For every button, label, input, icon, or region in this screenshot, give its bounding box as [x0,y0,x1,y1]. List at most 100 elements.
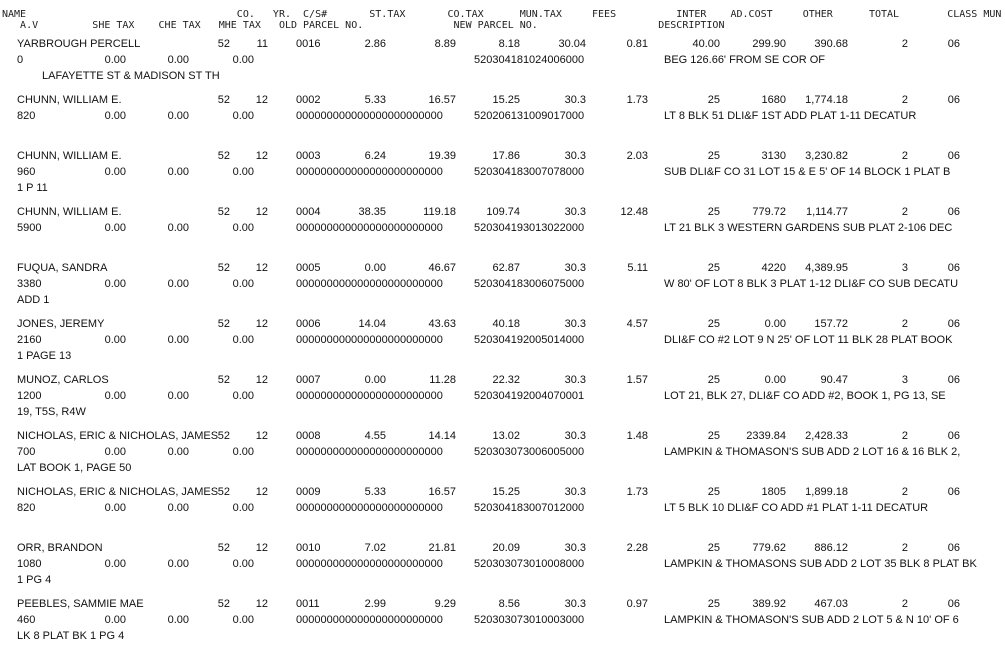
tax-year: 12 [255,430,268,442]
county-code: 52 [217,318,230,330]
che-tax: 0.00 [167,614,189,626]
interest: 1.73 [626,94,648,106]
county-code: 52 [217,486,230,498]
new-parcel-number: 520303073010008000 [474,558,585,570]
cs-number: 0008 [296,430,321,442]
she-tax: 0.00 [104,502,126,514]
description: LOT 21, BLK 27, DLI&F CO ADD #2, BOOK 1,… [664,390,946,402]
she-tax: 0.00 [104,558,126,570]
tax-year: 12 [255,542,268,554]
fees: 30.3 [564,598,586,610]
she-tax: 0.00 [104,390,126,402]
county-tax: 9.29 [434,598,456,610]
state-tax: 0.00 [364,262,386,274]
cs-number: 0002 [296,94,321,106]
county-tax: 16.57 [428,486,456,498]
column-header-line-1: NAME CO. YR. C/S# ST.TAX CO.TAX MUN.TAX … [2,9,1005,20]
new-parcel-number: 520304183007012000 [474,502,585,514]
tax-record: NICHOLAS, ERIC & NICHOLAS, JAMES 52 12 0009… [0,486,1005,530]
ad-cost: 25 [707,318,720,330]
state-tax: 5.33 [364,486,386,498]
total-amount: 3,230.82 [805,150,848,162]
tax-year: 12 [255,598,268,610]
other-amount: 1680 [761,94,786,106]
tax-year: 12 [255,150,268,162]
class-code: 2 [901,94,908,106]
owner-name: FUQUA, SANDRA [17,262,108,274]
fees: 30.04 [558,38,586,50]
description: LT 8 BLK 51 DLI&F 1ST ADD PLAT 1-11 DECA… [664,110,917,122]
assessed-value: 2160 [17,334,42,346]
municipality-code: 06 [947,598,960,610]
state-tax: 2.86 [364,38,386,50]
county-tax: 14.14 [428,430,456,442]
total-amount: 4,389.95 [805,262,848,274]
description: LAMPKIN & THOMASON'S SUB ADD 2 LOT 16 & … [664,446,961,458]
ad-cost: 25 [707,430,720,442]
ad-cost: 25 [707,262,720,274]
che-tax: 0.00 [167,222,189,234]
county-code: 52 [217,206,230,218]
old-parcel-number: 000000000000000000000000 [296,110,443,122]
she-tax: 0.00 [104,222,126,234]
municipality-code: 06 [947,542,960,554]
new-parcel-number: 520304183006075000 [474,278,585,290]
mhe-tax: 0.00 [232,446,254,458]
tax-record: NICHOLAS, ERIC & NICHOLAS, JAMES 52 12 0008… [0,430,1005,474]
municipality-code: 06 [947,150,960,162]
description: DLI&F CO #2 LOT 9 N 25' OF LOT 11 BLK 28… [664,334,953,346]
tax-record: CHUNN, WILLIAM E. 52 12 0002 5.33 16.57 15.25 3… [0,94,1005,138]
assessed-value: 1080 [17,558,42,570]
che-tax: 0.00 [167,166,189,178]
tax-year: 12 [255,318,268,330]
tax-record: PEEBLES, SAMMIE MAE 52 12 0011 2.99 9.29 8.56 3… [0,598,1005,642]
class-code: 2 [901,38,908,50]
cs-number: 0007 [296,374,321,386]
she-tax: 0.00 [104,614,126,626]
assessed-value: 0 [17,54,24,66]
ad-cost: 25 [707,94,720,106]
che-tax: 0.00 [167,446,189,458]
she-tax: 0.00 [104,110,126,122]
fees: 30.3 [564,262,586,274]
old-parcel-number: 000000000000000000000000 [296,502,443,514]
municipality-code: 06 [947,486,960,498]
old-parcel-number: 000000000000000000000000 [296,166,443,178]
tax-year: 11 [256,38,268,50]
other-amount: 0.00 [764,374,786,386]
assessed-value: 820 [17,502,36,514]
fees: 30.3 [564,430,586,442]
county-code: 52 [217,430,230,442]
municipal-tax: 8.56 [498,598,520,610]
ad-cost: 25 [707,486,720,498]
county-tax: 21.81 [428,542,456,554]
municipal-tax: 17.86 [492,150,520,162]
interest: 1.73 [626,486,648,498]
she-tax: 0.00 [104,166,126,178]
she-tax: 0.00 [104,278,126,290]
mhe-tax: 0.00 [232,390,254,402]
state-tax: 2.99 [364,598,386,610]
mhe-tax: 0.00 [232,110,254,122]
description: LT 21 BLK 3 WESTERN GARDENS SUB PLAT 2-1… [664,222,953,234]
mhe-tax: 0.00 [232,222,254,234]
owner-name: ORR, BRANDON [17,542,103,554]
new-parcel-number: 520303073006005000 [474,446,585,458]
cs-number: 0006 [296,318,321,330]
class-code: 3 [901,374,908,386]
county-tax: 8.89 [434,38,456,50]
municipality-code: 06 [947,38,960,50]
tax-record: JONES, JEREMY 52 12 0006 14.04 43.63 40.18 30.3… [0,318,1005,362]
assessed-value: 960 [17,166,36,178]
state-tax: 7.02 [364,542,386,554]
other-amount: 1805 [761,486,786,498]
interest: 1.57 [626,374,648,386]
class-code: 3 [901,262,908,274]
county-code: 52 [217,598,230,610]
class-code: 2 [901,542,908,554]
description: LT 5 BLK 10 DLI&F CO ADD #1 PLAT 1-11 DE… [664,502,929,514]
ad-cost: 25 [707,542,720,554]
old-parcel-number: 000000000000000000000000 [296,614,443,626]
class-code: 2 [901,318,908,330]
municipal-tax: 20.09 [492,542,520,554]
